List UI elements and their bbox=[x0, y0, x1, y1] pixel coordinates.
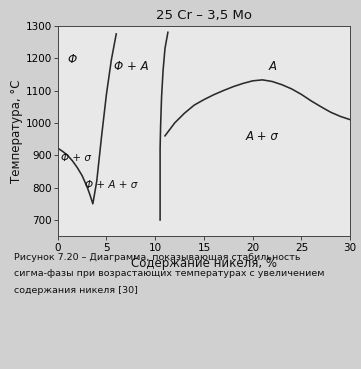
Text: А: А bbox=[268, 60, 276, 73]
Title: 25 Cr – 3,5 Mo: 25 Cr – 3,5 Mo bbox=[156, 9, 252, 22]
Text: содержания никеля [30]: содержания никеля [30] bbox=[14, 286, 138, 295]
Text: А + σ: А + σ bbox=[246, 130, 279, 143]
Text: сигма-фазы при возрастающих температурах с увеличением: сигма-фазы при возрастающих температурах… bbox=[14, 269, 325, 278]
X-axis label: Содержание никеля, %: Содержание никеля, % bbox=[131, 257, 277, 270]
Text: Рисунок 7.20 – Диаграмма, показывающая стабильность: Рисунок 7.20 – Диаграмма, показывающая с… bbox=[14, 253, 301, 262]
Text: Φ: Φ bbox=[68, 53, 77, 66]
Y-axis label: Температура, °C: Температура, °C bbox=[10, 79, 23, 183]
Text: Φ + А + σ: Φ + А + σ bbox=[85, 180, 138, 190]
Text: Φ + σ: Φ + σ bbox=[61, 152, 91, 162]
Text: Φ + А: Φ + А bbox=[114, 60, 148, 73]
